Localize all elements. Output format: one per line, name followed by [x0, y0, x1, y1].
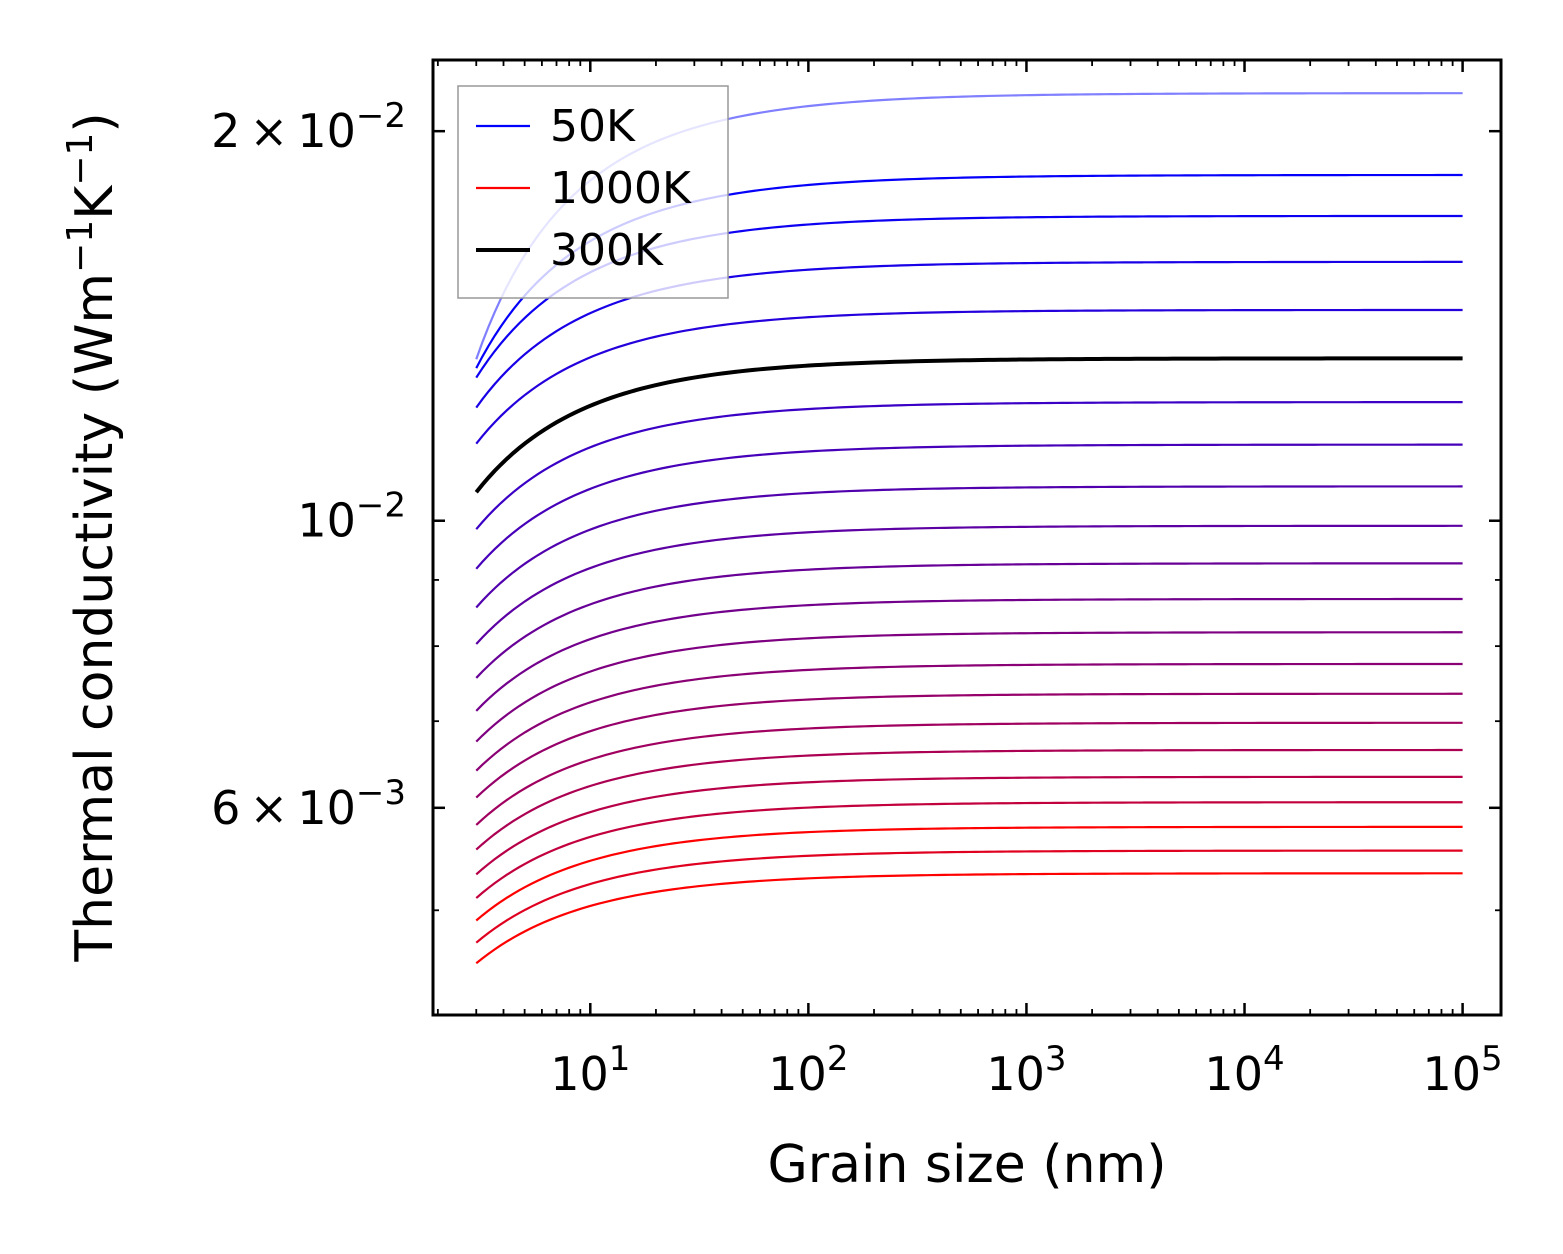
- series-line-400K: [475, 443, 1463, 570]
- x-tick-label: 102: [768, 1039, 848, 1101]
- series-line-850K: [475, 748, 1463, 851]
- series-line-450K: [475, 485, 1463, 609]
- y-axis-label-sup2: −1: [60, 133, 101, 186]
- series-line-1100K: [475, 872, 1463, 965]
- x-tick-label: 104: [1204, 1039, 1284, 1101]
- series-line-1050K: [475, 849, 1463, 944]
- legend: 50K 1000K 300K: [457, 85, 729, 299]
- y-axis-label-main: Thermal conductivity (Wm: [65, 273, 125, 963]
- plot-frame: [431, 58, 1503, 1017]
- y-axis-label: Thermal conductivity (Wm−1K−1): [60, 112, 125, 962]
- series-line-600K: [475, 597, 1463, 712]
- x-tick-label: 101: [550, 1039, 630, 1101]
- series-line-650K: [475, 631, 1463, 743]
- series-line-950K: [475, 801, 1463, 899]
- legend-label-1000K: 1000K: [550, 163, 692, 214]
- series-line-750K: [475, 692, 1463, 799]
- x-axis-label: Grain size (nm): [767, 1135, 1166, 1195]
- series-line-800K: [475, 721, 1463, 826]
- legend-label-50K: 50K: [550, 101, 636, 152]
- series-line-900K: [475, 775, 1463, 876]
- series-layer: [474, 92, 1463, 965]
- series-line-300K: [474, 356, 1463, 494]
- series-line-350K: [475, 401, 1463, 530]
- y-axis-label-sup1: −1: [60, 220, 101, 273]
- legend-label-300K: 300K: [550, 225, 664, 276]
- y-axis-label-close: ): [65, 112, 125, 132]
- series-line-700K: [475, 662, 1463, 772]
- series-line-1000K: [475, 825, 1463, 922]
- series-line-550K: [475, 562, 1463, 679]
- y-tick-label: 6 × 10−3: [211, 773, 406, 835]
- y-tick-label: 2 × 10−2: [211, 96, 406, 158]
- series-line-250K: [475, 308, 1463, 445]
- x-tick-label: 105: [1423, 1039, 1503, 1101]
- legend-box: [457, 85, 729, 299]
- y-tick-label: 10−2: [297, 486, 406, 548]
- x-tick-label: 103: [986, 1039, 1066, 1101]
- series-line-500K: [475, 524, 1463, 645]
- y-axis-label-k: K: [65, 184, 125, 220]
- ticks-layer: 101 102 103 104 105 2 × 10−2 10−2 6 × 10−3: [211, 60, 1503, 1101]
